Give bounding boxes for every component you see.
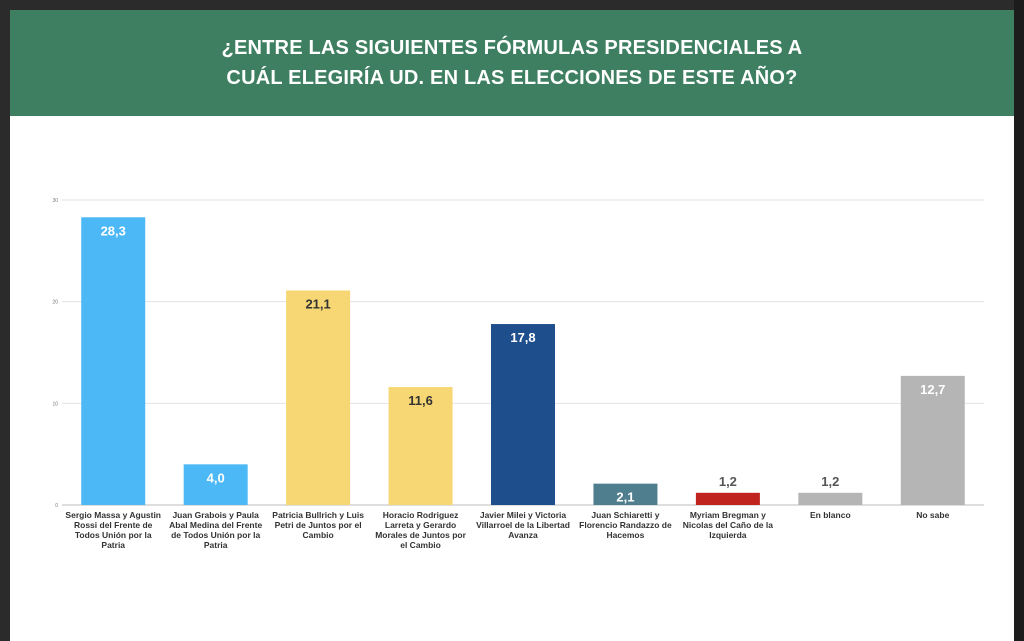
bar (593, 483, 658, 505)
x-tick-label: Petri de Juntos por el (275, 520, 362, 530)
y-tick-label: 0 (55, 503, 58, 509)
x-tick-label: Juan Grabois y Paula (172, 510, 259, 520)
bar (183, 464, 248, 505)
bar (81, 217, 146, 506)
bar (491, 324, 555, 505)
data-label: 4,0 (207, 470, 225, 485)
y-tick-label: 30 (52, 198, 58, 204)
x-tick-label: Larreta y Gerardo (385, 520, 456, 530)
data-label: 12,7 (920, 382, 945, 397)
dark-edge (1014, 0, 1024, 641)
x-tick-label: Horacio Rodriguez (383, 510, 459, 520)
bar (286, 290, 351, 505)
bar (900, 375, 965, 505)
title-banner: ¿ENTRE LAS SIGUIENTES FÓRMULAS PRESIDENC… (10, 10, 1014, 116)
slide-frame: ¿ENTRE LAS SIGUIENTES FÓRMULAS PRESIDENC… (10, 10, 1014, 641)
data-label: 28,3 (101, 223, 126, 238)
bar (388, 387, 453, 505)
x-tick-label: el Cambio (400, 540, 441, 550)
x-tick-label: Patria (204, 540, 228, 550)
x-tick-label: Javier Milei y Victoria (480, 510, 567, 520)
data-label: 2,1 (616, 490, 634, 505)
x-tick-label: Patria (101, 540, 125, 550)
x-tick-label: Nicolas del Caño de la (683, 520, 773, 530)
x-tick-label: Avanza (508, 530, 538, 540)
x-tick-label: Villarroel de la Libertad (476, 520, 570, 530)
x-tick-label: Izquierda (709, 530, 747, 540)
x-tick-label: Todos Unión por la (75, 530, 152, 540)
x-tick-label: Sergio Massa y Agustin (65, 510, 161, 520)
y-tick-label: 10 (52, 401, 58, 407)
data-label: 21,1 (305, 296, 330, 311)
x-tick-label: Florencio Randazzo de (579, 520, 672, 530)
data-label: 17,8 (510, 330, 535, 345)
bar (798, 492, 863, 505)
chart-title-line-1: ¿ENTRE LAS SIGUIENTES FÓRMULAS PRESIDENC… (221, 37, 803, 59)
x-tick-label: Morales de Juntos por (375, 530, 466, 540)
x-tick-label: Rossi del Frente de (74, 520, 153, 530)
x-tick-label: Hacemos (607, 530, 645, 540)
x-tick-label: Myriam Bregman y (690, 510, 766, 520)
y-tick-label: 20 (52, 300, 58, 306)
x-tick-label: de Todos Unión por la (171, 530, 260, 540)
x-tick-label: Abal Medina del Frente (169, 520, 262, 530)
x-tick-label: No sabe (916, 510, 949, 520)
bar (695, 492, 760, 505)
data-label: 1,2 (821, 474, 839, 489)
x-tick-label: Patricia Bullrich y Luis (272, 510, 364, 520)
x-tick-label: En blanco (810, 510, 851, 520)
data-label: 1,2 (719, 474, 737, 489)
data-label: 11,6 (408, 393, 433, 408)
x-tick-label: Juan Schiaretti y (591, 510, 659, 520)
chart-title-line-2: CUÁL ELEGIRÍA UD. EN LAS ELECCIONES DE E… (226, 67, 798, 89)
x-tick-label: Cambio (303, 530, 334, 540)
